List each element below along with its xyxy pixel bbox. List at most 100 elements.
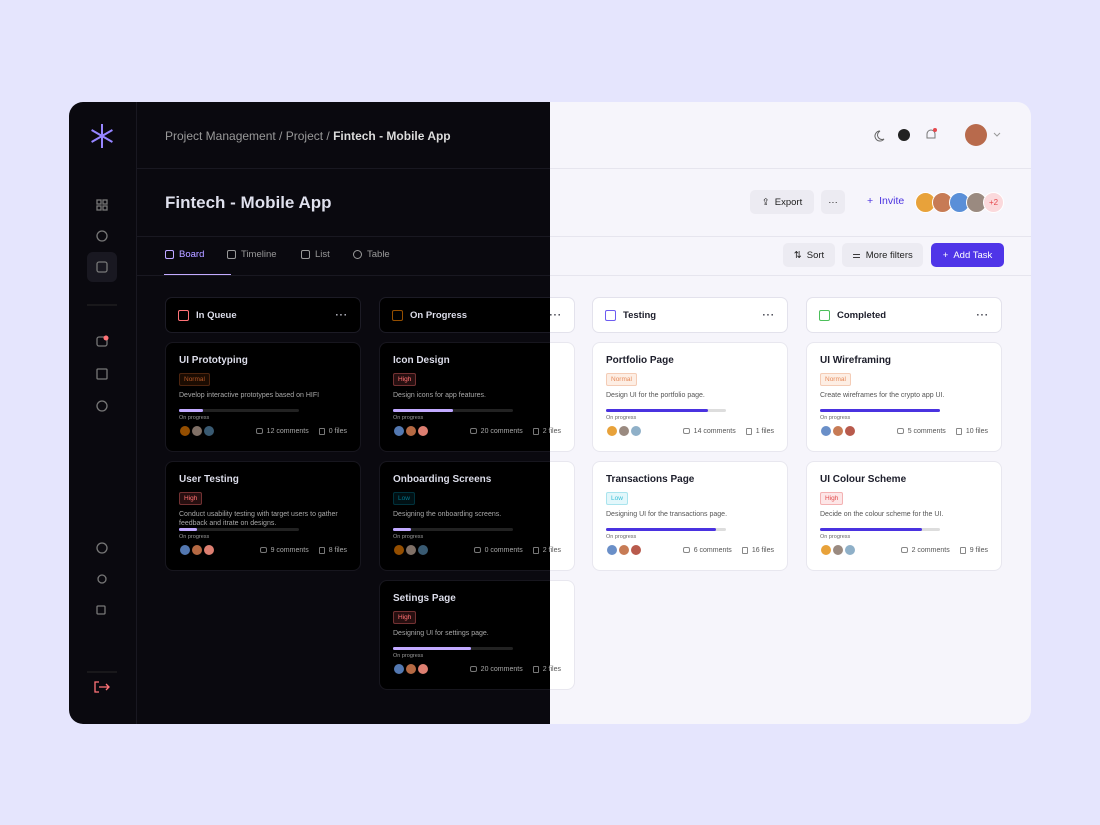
comments: 2 comments xyxy=(911,546,950,554)
card-description: Decide on the colour scheme for the UI. xyxy=(820,511,944,518)
comments: 20 comments xyxy=(480,665,523,673)
tab-label: Timeline xyxy=(241,249,277,260)
comment-icon xyxy=(469,666,477,672)
comment-icon xyxy=(255,428,263,434)
card-title: Setings Page xyxy=(393,593,456,604)
tab[interactable]: Board xyxy=(165,249,204,260)
avatar xyxy=(630,425,642,437)
task-card[interactable]: Transactions Page Low Designing UI for the… xyxy=(592,461,788,571)
status-label: On progress xyxy=(393,415,424,421)
avatar xyxy=(179,544,191,556)
progress-fill xyxy=(393,528,411,531)
task-card[interactable]: Onboarding Screens Low Designing the onboa… xyxy=(379,461,575,571)
header-icons xyxy=(874,124,1001,146)
members: +2 xyxy=(915,192,1004,213)
task-card[interactable]: Setings Page High Designing UI for setting… xyxy=(379,580,575,690)
card-title: Onboarding Screens xyxy=(393,474,492,485)
column-header: Testing ··· xyxy=(592,297,788,333)
progress-fill xyxy=(820,528,922,531)
task-card[interactable]: UI Wireframing Normal Create wireframes fo… xyxy=(806,342,1002,452)
avatar xyxy=(417,425,429,437)
priority-tag: Normal xyxy=(820,373,851,386)
status-box xyxy=(605,309,616,321)
progress-track xyxy=(393,647,513,650)
export-label: Export xyxy=(774,196,803,208)
card-footer: 5 comments 10 files xyxy=(820,425,988,437)
tab[interactable]: List xyxy=(301,249,330,260)
files: 2 files xyxy=(542,665,561,673)
avatar xyxy=(393,425,405,437)
progress-track xyxy=(606,409,726,412)
card-description: Create wireframes for the crypto app UI. xyxy=(820,392,945,399)
priority-tag: Normal xyxy=(179,373,210,386)
progress-fill xyxy=(179,528,197,531)
progress-track xyxy=(179,409,299,412)
invite-button[interactable]: + Invite xyxy=(867,195,905,207)
task-card[interactable]: Icon Design High Design icons for app feat… xyxy=(379,342,575,452)
avatar xyxy=(844,425,856,437)
progress-fill xyxy=(179,409,203,412)
comment-icon xyxy=(469,428,477,434)
comment-icon xyxy=(896,428,904,434)
status-label: On progress xyxy=(606,534,637,540)
column-menu[interactable]: ··· xyxy=(976,309,989,321)
avatar xyxy=(393,663,405,675)
comment-icon xyxy=(682,547,690,553)
filters-button[interactable]: ⚌ More filters xyxy=(842,243,923,267)
priority-tag: High xyxy=(820,492,844,505)
avatar xyxy=(405,544,417,556)
avatar xyxy=(191,425,203,437)
sort-button[interactable]: ⇅ Sort xyxy=(783,243,835,267)
priority-tag: High xyxy=(393,611,417,624)
card-description: Designing UI for settings page. xyxy=(393,630,489,637)
task-card[interactable]: Portfolio Page Normal Design UI for the po… xyxy=(592,342,788,452)
column-menu[interactable]: ··· xyxy=(549,309,562,321)
file-icon xyxy=(532,546,539,554)
status-box xyxy=(819,309,830,321)
card-title: UI Wireframing xyxy=(820,355,892,366)
progress-fill xyxy=(393,409,453,412)
file-icon xyxy=(318,546,325,554)
task-card[interactable]: UI Colour Scheme High Decide on the colour… xyxy=(806,461,1002,571)
more-button[interactable]: ··· xyxy=(821,190,845,214)
avatar xyxy=(203,544,215,556)
task-card[interactable]: UI Prototyping Normal Develop interactive … xyxy=(165,342,361,452)
add-task-button[interactable]: + Add Task xyxy=(931,243,1004,267)
progress-track xyxy=(179,528,299,531)
column-title: On Progress xyxy=(410,309,468,321)
avatar xyxy=(393,544,405,556)
column-menu[interactable]: ··· xyxy=(762,309,775,321)
progress-fill xyxy=(393,647,471,650)
files: 0 files xyxy=(328,427,347,435)
column: On Progress ··· Icon Design High Design icon… xyxy=(379,297,575,690)
page-title: Fintech - Mobile App xyxy=(165,193,332,212)
comment-icon xyxy=(473,547,481,553)
divider xyxy=(137,275,1031,276)
status-box xyxy=(178,309,189,321)
card-title: UI Colour Scheme xyxy=(820,474,907,485)
export-button[interactable]: ⇪ Export xyxy=(750,190,814,214)
avatar xyxy=(203,425,215,437)
progress-track xyxy=(820,528,940,531)
status-label: On progress xyxy=(179,534,210,540)
progress-track xyxy=(393,528,513,531)
comments: 5 comments xyxy=(907,427,946,435)
card-description: Designing the onboarding screens. xyxy=(393,511,502,518)
tab-icon xyxy=(301,250,310,259)
column: Testing ··· Portfolio Page Normal Design UI … xyxy=(592,297,788,571)
tab[interactable]: Timeline xyxy=(227,249,277,260)
tab[interactable]: Table xyxy=(353,249,390,260)
files: 2 files xyxy=(542,427,561,435)
card-description: Develop interactive prototypes based on … xyxy=(179,392,320,399)
priority-tag: Low xyxy=(606,492,628,505)
file-icon xyxy=(318,427,325,435)
task-card[interactable]: User Testing High Conduct usability testin… xyxy=(165,461,361,571)
card-title: Portfolio Page xyxy=(606,355,674,366)
file-icon xyxy=(532,665,539,673)
avatar xyxy=(832,425,844,437)
avatar xyxy=(630,544,642,556)
column-menu[interactable]: ··· xyxy=(335,309,348,321)
tab-label: Board xyxy=(179,249,205,260)
extra-members: +2 xyxy=(983,192,1004,213)
status-label: On progress xyxy=(820,534,851,540)
